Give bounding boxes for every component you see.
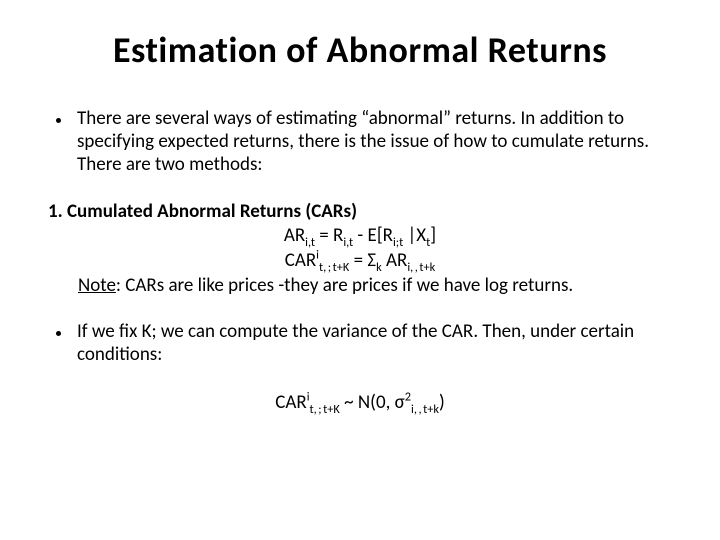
note-label: Note [78,274,116,297]
bullet-dot-icon [56,118,61,123]
bullet-text-2: If we fix K; we can compute the variance… [77,321,672,367]
section-cars: 1. Cumulated Abnormal Returns (CARs) ARi… [48,200,672,297]
bullet-item-1: There are several ways of estimating “ab… [48,108,672,176]
slide: Estimation of Abnormal Returns There are… [0,0,720,540]
note-rest: : CARs are like prices -they are prices … [116,274,573,297]
slide-title: Estimation of Abnormal Returns [48,28,672,72]
bullet-dot-icon [56,331,61,336]
note-line: Note: CARs are like prices -they are pri… [78,274,672,298]
section-heading: 1. Cumulated Abnormal Returns (CARs) [48,200,672,224]
bullet-text-1: There are several ways of estimating “ab… [77,108,672,176]
bullet-item-2: If we fix K; we can compute the variance… [48,321,672,367]
formula-car-sum: CARit, ; t+K = Σk ARi, , t+k [48,249,672,274]
formula-ar: ARi,t = Ri,t - E[Ri;t |Xt] [48,224,672,249]
formula-car-dist: CARit, ; t+K ~ N(0, σ2i, , t+k) [48,391,672,416]
